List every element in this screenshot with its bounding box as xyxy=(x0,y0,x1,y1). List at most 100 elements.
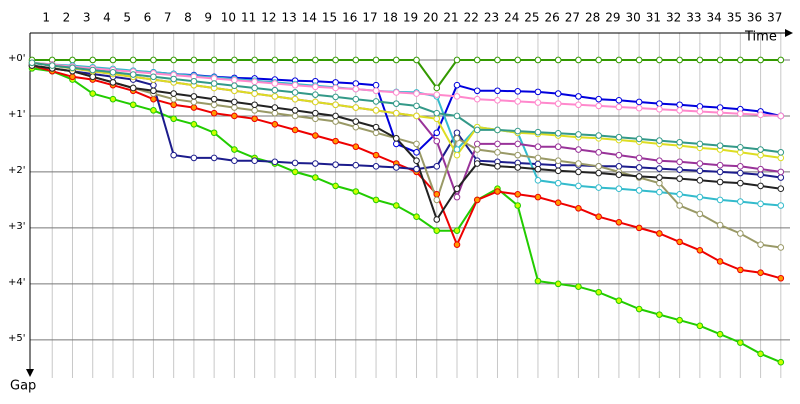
data-point xyxy=(716,178,724,186)
data-point xyxy=(413,165,420,173)
data-point xyxy=(251,115,258,123)
data-point xyxy=(433,216,441,223)
data-point xyxy=(150,81,157,89)
data-point xyxy=(332,93,339,101)
data-point xyxy=(737,163,744,170)
data-point xyxy=(352,95,360,103)
data-point xyxy=(392,109,400,117)
data-point xyxy=(737,110,744,118)
data-point xyxy=(69,56,76,64)
data-point xyxy=(170,115,177,123)
data-point xyxy=(332,101,339,109)
data-point xyxy=(757,269,764,276)
x-tick-label: 2 xyxy=(63,11,71,25)
series-line xyxy=(31,61,781,154)
data-point xyxy=(656,179,663,187)
data-point xyxy=(473,196,481,204)
data-point xyxy=(372,151,380,159)
data-point xyxy=(696,322,704,330)
data-point xyxy=(312,83,319,91)
data-point xyxy=(210,154,218,162)
data-point xyxy=(514,98,522,105)
x-tick-label: 6 xyxy=(144,11,152,25)
data-point xyxy=(453,193,461,201)
data-point xyxy=(716,109,724,116)
data-point xyxy=(433,227,441,234)
data-point xyxy=(716,56,724,64)
data-point xyxy=(69,64,76,72)
series-line xyxy=(31,61,781,159)
data-point xyxy=(494,163,501,170)
data-point xyxy=(494,96,501,104)
data-point xyxy=(575,283,582,290)
data-point xyxy=(352,188,360,195)
series-points xyxy=(28,56,785,366)
data-point xyxy=(676,316,683,324)
data-point xyxy=(757,171,764,179)
data-point xyxy=(777,274,785,282)
data-point xyxy=(271,80,279,87)
data-point xyxy=(352,118,360,125)
data-point xyxy=(595,102,602,110)
data-point xyxy=(676,175,683,182)
data-point xyxy=(554,130,562,137)
x-tick-label: 23 xyxy=(484,11,499,25)
data-point xyxy=(615,96,623,104)
x-tick-label: 30 xyxy=(626,11,641,25)
data-point xyxy=(352,143,360,151)
data-point xyxy=(231,56,238,64)
data-point xyxy=(271,158,279,166)
data-point xyxy=(757,165,764,173)
data-point xyxy=(453,135,461,142)
data-point xyxy=(534,143,542,151)
data-point xyxy=(312,98,319,106)
data-point xyxy=(453,129,461,137)
data-point xyxy=(28,59,36,67)
x-tick-label: 1 xyxy=(42,11,50,25)
data-point xyxy=(716,221,724,229)
x-tick-label: 24 xyxy=(504,11,519,25)
data-point xyxy=(615,151,623,159)
data-point xyxy=(312,174,319,181)
data-point xyxy=(433,84,441,92)
data-point xyxy=(696,56,704,64)
data-point xyxy=(777,185,785,193)
data-point xyxy=(514,151,522,159)
data-point xyxy=(635,98,643,106)
data-point xyxy=(312,109,319,117)
data-point xyxy=(777,358,785,366)
data-point xyxy=(332,137,339,145)
data-point xyxy=(433,129,441,137)
data-point xyxy=(150,87,157,95)
data-point xyxy=(392,89,400,96)
x-tick-label: 28 xyxy=(585,11,600,25)
data-point xyxy=(312,160,319,167)
data-point xyxy=(757,56,764,64)
x-tick-label: 35 xyxy=(727,11,742,25)
data-point xyxy=(291,95,299,103)
data-point xyxy=(170,151,177,159)
data-point xyxy=(251,101,258,109)
data-point xyxy=(514,191,522,198)
data-point xyxy=(534,193,542,201)
data-point xyxy=(696,246,704,254)
x-tick-label: 20 xyxy=(423,11,438,25)
data-point xyxy=(170,90,177,97)
data-point xyxy=(656,56,663,64)
series-line xyxy=(32,59,781,90)
x-tick-label: 10 xyxy=(221,11,236,25)
data-point xyxy=(291,81,299,89)
data-point xyxy=(251,78,258,86)
data-point xyxy=(372,196,380,204)
data-point xyxy=(170,56,177,64)
data-point xyxy=(433,191,441,198)
x-tick-label: 14 xyxy=(302,11,317,25)
data-point xyxy=(129,101,137,109)
data-point xyxy=(89,90,97,97)
data-point xyxy=(757,350,764,358)
data-point xyxy=(453,241,461,248)
data-point xyxy=(413,112,420,120)
data-point xyxy=(514,164,522,171)
data-point xyxy=(89,66,97,74)
data-point xyxy=(575,101,582,109)
